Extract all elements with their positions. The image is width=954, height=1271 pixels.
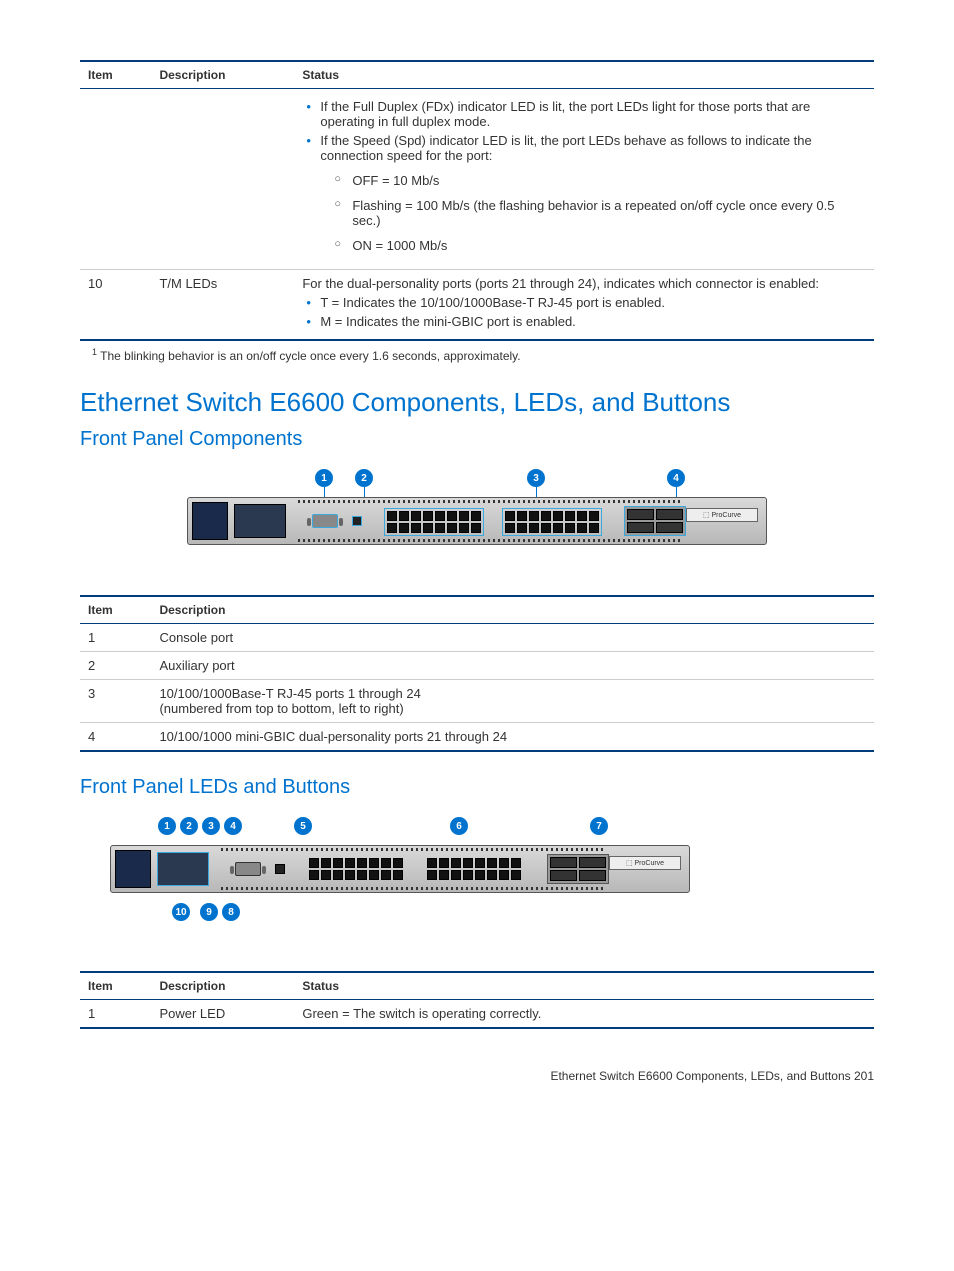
cell-desc: T/M LEDs (151, 270, 294, 341)
th-description: Description (151, 61, 294, 89)
front-panel-leds-diagram: 1 2 3 4 5 6 7 (110, 817, 874, 921)
console-port (312, 514, 338, 528)
callout-2: 2 (180, 817, 198, 835)
sub-bullets: OFF = 10 Mb/s Flashing = 100 Mb/s (the f… (320, 173, 866, 253)
brand-label (192, 502, 228, 540)
callout-4: 4 (667, 469, 685, 487)
callout-3: 3 (202, 817, 220, 835)
gbic-ports (624, 506, 686, 536)
bullet: T = Indicates the 10/100/1000Base-T RJ-4… (306, 295, 866, 310)
rj45-ports-1-12 (384, 508, 484, 536)
callout-1: 1 (315, 469, 333, 487)
callout-5: 5 (294, 817, 312, 835)
page-footer: Ethernet Switch E6600 Components, LEDs, … (80, 1069, 874, 1083)
callout-1: 1 (158, 817, 176, 835)
th-description: Description (151, 972, 294, 1000)
front-panel-components-diagram: 1 2 3 4 (80, 469, 874, 545)
cell-item: 10 (80, 270, 151, 341)
procurve-logo: ⬚ ProCurve (686, 508, 758, 522)
th-item: Item (80, 596, 151, 624)
switch-chassis: ⬚ ProCurve (187, 497, 767, 545)
callout-9: 9 (200, 903, 218, 921)
th-status: Status (294, 972, 874, 1000)
switch-chassis: ⬚ ProCurve (110, 845, 690, 893)
table-row: 2 Auxiliary port (80, 652, 874, 680)
status-bullets: If the Full Duplex (FDx) indicator LED i… (302, 99, 866, 253)
section-heading: Ethernet Switch E6600 Components, LEDs, … (80, 387, 874, 418)
table-row: If the Full Duplex (FDx) indicator LED i… (80, 89, 874, 270)
th-description: Description (151, 596, 874, 624)
subsection-heading: Front Panel LEDs and Buttons (80, 776, 874, 799)
rj45-ports-1-12 (307, 856, 405, 882)
procurve-logo: ⬚ ProCurve (609, 856, 681, 870)
table-row: 10 T/M LEDs For the dual-personality por… (80, 270, 874, 341)
rj45-ports-13-24 (425, 856, 523, 882)
led-block (157, 852, 209, 886)
table-row: 4 10/100/1000 mini-GBIC dual-personality… (80, 723, 874, 752)
bullet: If the Full Duplex (FDx) indicator LED i… (306, 99, 866, 129)
brand-label (115, 850, 151, 888)
bullet: If the Speed (Spd) indicator LED is lit,… (306, 133, 866, 253)
led-block (234, 504, 286, 538)
bullet: M = Indicates the mini-GBIC port is enab… (306, 314, 866, 329)
th-item: Item (80, 61, 151, 89)
aux-port (352, 516, 362, 526)
rj45-ports-13-24 (502, 508, 602, 536)
th-status: Status (294, 61, 874, 89)
led-table-continued: Item Description Status If the Full Dupl… (80, 60, 874, 341)
console-port (235, 862, 261, 876)
table-row: 1 Console port (80, 624, 874, 652)
table-row: 1 Power LED Green = The switch is operat… (80, 1000, 874, 1029)
sub-bullet: Flashing = 100 Mb/s (the flashing behavi… (334, 198, 866, 228)
table-row: 3 10/100/1000Base-T RJ-45 ports 1 throug… (80, 680, 874, 723)
footnote: 1 The blinking behavior is an on/off cyc… (92, 347, 874, 363)
status-intro: For the dual-personality ports (ports 21… (302, 276, 866, 291)
callout-4: 4 (224, 817, 242, 835)
leds-table: Item Description Status 1 Power LED Gree… (80, 971, 874, 1029)
status-bullets: T = Indicates the 10/100/1000Base-T RJ-4… (302, 295, 866, 329)
callout-3: 3 (527, 469, 545, 487)
callout-6: 6 (450, 817, 468, 835)
th-item: Item (80, 972, 151, 1000)
aux-port (275, 864, 285, 874)
sub-bullet: ON = 1000 Mb/s (334, 238, 866, 253)
callout-2: 2 (355, 469, 373, 487)
sub-bullet: OFF = 10 Mb/s (334, 173, 866, 188)
subsection-heading: Front Panel Components (80, 428, 874, 451)
callout-8: 8 (222, 903, 240, 921)
callout-10: 10 (172, 903, 190, 921)
gbic-ports (547, 854, 609, 884)
components-table: Item Description 1 Console port 2 Auxili… (80, 595, 874, 752)
callout-7: 7 (590, 817, 608, 835)
